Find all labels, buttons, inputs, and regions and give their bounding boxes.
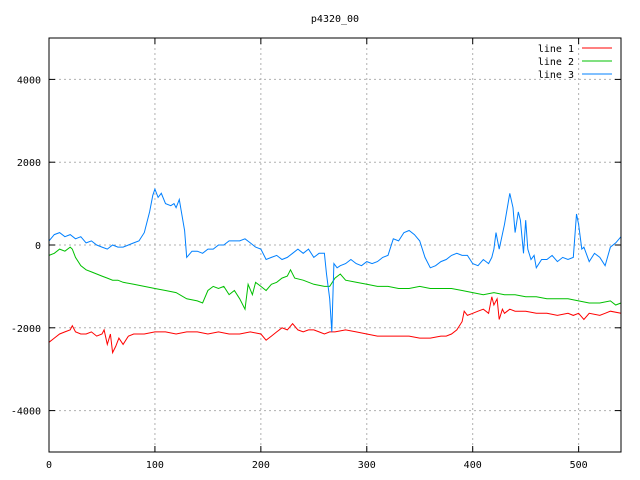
x-tick-label: 400 <box>464 460 482 471</box>
legend-label: line 3 <box>538 70 574 81</box>
series-line-3 <box>48 187 622 332</box>
x-tick-label: 300 <box>358 460 376 471</box>
series-group <box>48 187 622 355</box>
legend-label: line 2 <box>538 57 574 68</box>
y-axis-ticks: -4000 -2000 0 2000 4000 <box>11 75 621 418</box>
y-tick-label: 0 <box>35 241 41 252</box>
legend: line 1 line 2 line 3 <box>538 44 612 81</box>
chart-title: p4320_00 <box>311 14 359 25</box>
series-line-2 <box>48 246 622 311</box>
x-axis-ticks: 0 100 200 300 400 500 <box>46 38 588 471</box>
y-tick-label: -2000 <box>11 324 41 335</box>
y-tick-label: 4000 <box>17 75 41 86</box>
y-tick-label: -4000 <box>11 407 41 418</box>
series-line-1 <box>48 296 622 355</box>
x-tick-label: 500 <box>570 460 588 471</box>
x-tick-label: 200 <box>252 460 270 471</box>
legend-label: line 1 <box>538 44 574 55</box>
x-tick-label: 0 <box>46 460 52 471</box>
y-tick-label: 2000 <box>17 158 41 169</box>
x-tick-label: 100 <box>146 460 164 471</box>
grid-lines <box>48 38 621 452</box>
